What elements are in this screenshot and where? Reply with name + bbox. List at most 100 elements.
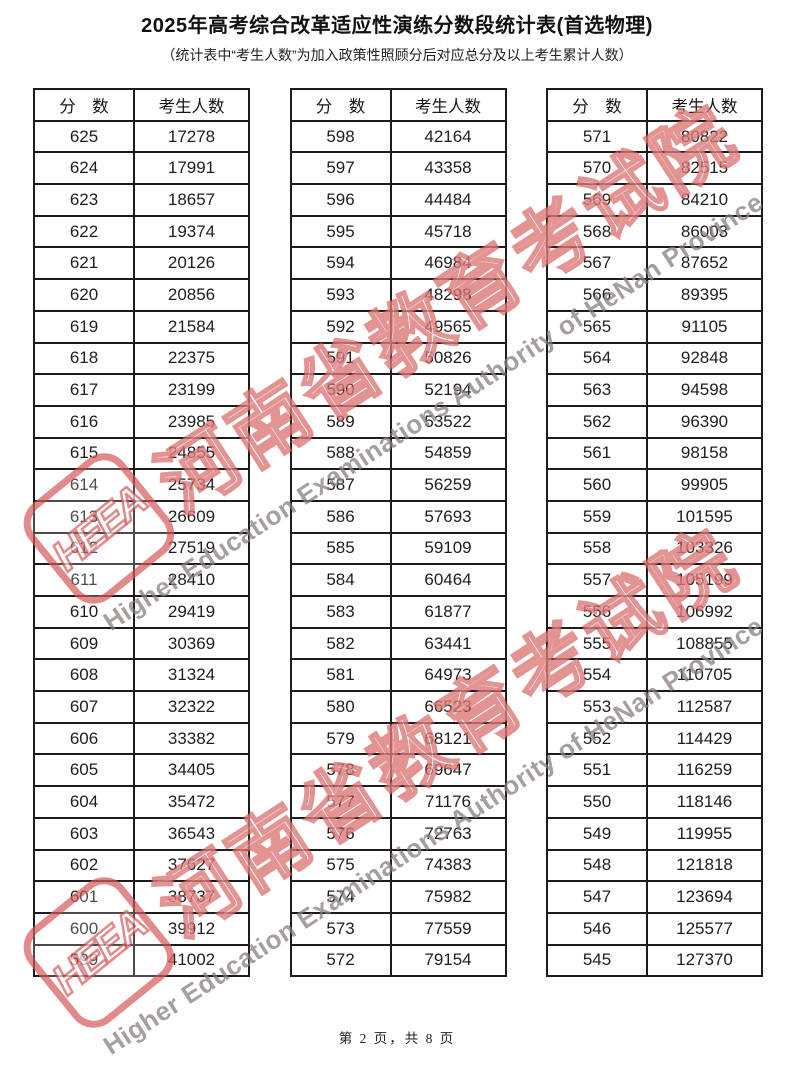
count-cell: 98158 (646, 436, 763, 471)
table-row: 552 114429 (546, 721, 763, 756)
count-cell: 71176 (389, 785, 507, 819)
table-row: 600 39912 (33, 911, 250, 946)
score-cell: 600 (33, 911, 135, 946)
score-cell: 552 (546, 721, 648, 756)
score-cell: 598 (289, 119, 392, 154)
score-cell: 589 (289, 404, 392, 439)
count-cell: 19374 (133, 214, 250, 249)
count-column-header: 考生人数 (646, 88, 763, 122)
score-cell: 622 (33, 214, 135, 249)
score-column-header: 分 数 (33, 88, 135, 122)
score-cell: 557 (546, 563, 648, 597)
count-cell: 105199 (646, 563, 763, 597)
score-cell: 595 (289, 214, 392, 249)
table-row: 556 106992 (546, 595, 763, 629)
score-cell: 610 (33, 595, 135, 629)
table-row: 566 89395 (546, 278, 763, 312)
count-cell: 29419 (133, 595, 250, 629)
table-row: 559 101595 (546, 499, 763, 534)
count-cell: 77559 (389, 911, 507, 946)
count-cell: 63441 (389, 626, 507, 661)
count-cell: 57693 (389, 499, 507, 534)
score-cell: 555 (546, 626, 648, 661)
count-cell: 48298 (389, 278, 507, 312)
count-cell: 87652 (646, 246, 763, 281)
count-cell: 69647 (389, 753, 507, 788)
table-row: 575 74383 (289, 848, 507, 883)
table-row: 578 69647 (289, 753, 507, 788)
table-row: 573 77559 (289, 911, 507, 946)
table-row: 568 86003 (546, 214, 763, 249)
table-row: 610 29419 (33, 595, 250, 629)
count-cell: 32322 (133, 690, 250, 724)
count-cell: 60464 (389, 563, 507, 597)
table-row: 605 34405 (33, 753, 250, 788)
table-row: 617 23199 (33, 373, 250, 407)
table-row: 570 82515 (546, 151, 763, 186)
score-cell: 578 (289, 753, 392, 788)
score-cell: 612 (33, 531, 135, 566)
score-cell: 599 (33, 943, 135, 978)
score-cell: 546 (546, 911, 648, 946)
score-cell: 625 (33, 119, 135, 154)
table-row: 608 31324 (33, 658, 250, 693)
score-column-header: 分 数 (546, 88, 648, 122)
score-cell: 564 (546, 341, 648, 376)
count-cell: 39912 (133, 911, 250, 946)
score-cell: 579 (289, 721, 392, 756)
count-cell: 36543 (133, 816, 250, 851)
count-cell: 35472 (133, 785, 250, 819)
score-cell: 581 (289, 658, 392, 693)
table-row: 598 42164 (289, 119, 507, 154)
table-row: 550 118146 (546, 785, 763, 819)
score-cell: 570 (546, 151, 648, 186)
score-cell: 575 (289, 848, 392, 883)
table-row: 577 71176 (289, 785, 507, 819)
score-cell: 548 (546, 848, 648, 883)
table-row: 607 32322 (33, 690, 250, 724)
count-cell: 121818 (646, 848, 763, 883)
table-row: 613 26609 (33, 499, 250, 534)
table-row: 606 33382 (33, 721, 250, 756)
count-cell: 66523 (389, 690, 507, 724)
score-cell: 554 (546, 658, 648, 693)
count-cell: 28410 (133, 563, 250, 597)
count-cell: 41002 (133, 943, 250, 978)
count-cell: 86003 (646, 214, 763, 249)
table-row: 611 28410 (33, 563, 250, 597)
score-cell: 614 (33, 468, 135, 502)
score-cell: 592 (289, 309, 392, 344)
count-cell: 45718 (389, 214, 507, 249)
table-row: 560 99905 (546, 468, 763, 502)
count-cell: 110705 (646, 658, 763, 693)
count-cell: 96390 (646, 404, 763, 439)
count-cell: 23199 (133, 373, 250, 407)
count-cell: 75982 (389, 880, 507, 914)
count-cell: 89395 (646, 278, 763, 312)
table-row: 582 63441 (289, 626, 507, 661)
score-cell: 611 (33, 563, 135, 597)
count-cell: 22375 (133, 341, 250, 376)
count-cell: 26609 (133, 499, 250, 534)
score-cell: 563 (546, 373, 648, 407)
score-cell: 565 (546, 309, 648, 344)
score-cell: 613 (33, 499, 135, 534)
score-cell: 558 (546, 531, 648, 566)
table-row: 564 92848 (546, 341, 763, 376)
table-row: 583 61877 (289, 595, 507, 629)
count-cell: 56259 (389, 468, 507, 502)
count-cell: 42164 (389, 119, 507, 154)
count-cell: 31324 (133, 658, 250, 693)
score-cell: 569 (546, 183, 648, 217)
score-cell: 591 (289, 341, 392, 376)
score-cell: 582 (289, 626, 392, 661)
score-cell: 602 (33, 848, 135, 883)
count-cell: 49565 (389, 309, 507, 344)
table-row: 618 22375 (33, 341, 250, 376)
count-cell: 38737 (133, 880, 250, 914)
table-row: 585 59109 (289, 531, 507, 566)
table-row: 546 125577 (546, 911, 763, 946)
table-row: 586 57693 (289, 499, 507, 534)
count-cell: 17991 (133, 151, 250, 186)
score-cell: 584 (289, 563, 392, 597)
